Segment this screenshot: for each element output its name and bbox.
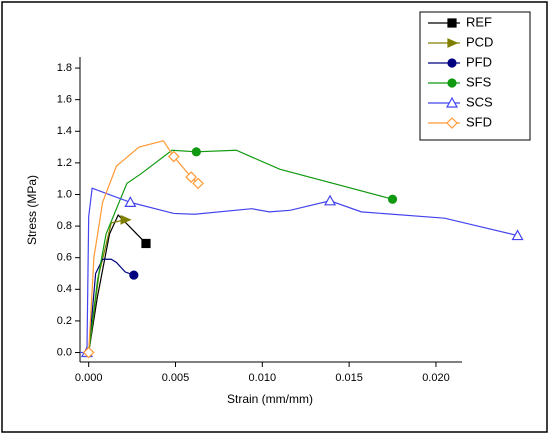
y-tick-label: 1.0 (57, 188, 72, 200)
data-point (129, 270, 139, 280)
series-line (88, 213, 147, 353)
legend-marker (447, 18, 457, 28)
x-axis-label: Strain (mm/mm) (227, 392, 313, 406)
y-tick-label: 0.2 (57, 315, 72, 327)
series-line (80, 187, 518, 354)
legend-label: SFS (466, 74, 492, 89)
data-point (167, 150, 180, 163)
y-tick-label: 0.8 (57, 220, 72, 232)
y-tick-label: 0.6 (57, 252, 72, 264)
legend-box (419, 11, 531, 141)
data-point (387, 194, 398, 204)
x-tick-label: 0.015 (335, 372, 363, 384)
data-point (141, 238, 151, 249)
data-point (511, 229, 524, 241)
legend-marker (447, 58, 457, 68)
series-line (88, 149, 393, 353)
data-point (324, 194, 337, 206)
data-point (82, 346, 95, 359)
legend-marker (445, 96, 459, 108)
x-tick-label: 0.020 (422, 372, 450, 384)
legend-label: PCD (466, 34, 493, 49)
legend-label: REF (466, 14, 492, 29)
x-tick-label: 0.005 (162, 372, 190, 384)
legend-marker (446, 117, 458, 129)
x-tick-label: 0.000 (75, 372, 103, 384)
data-point (124, 196, 137, 207)
series-line (88, 140, 199, 353)
data-point (192, 177, 204, 190)
legend-label: SFD (466, 114, 492, 129)
y-axis-label: Stress (MPa) (25, 175, 39, 245)
y-tick-label: 1.2 (57, 157, 72, 169)
y-tick-label: 0.0 (57, 346, 72, 358)
y-tick-label: 1.8 (57, 62, 72, 74)
legend-marker (447, 78, 457, 88)
y-tick-label: 1.6 (57, 94, 72, 106)
legend-label: SCS (466, 94, 493, 109)
data-point (185, 171, 197, 183)
series-line (88, 258, 135, 353)
legend-label: PFD (466, 54, 492, 69)
legend-marker (447, 38, 459, 48)
data-point (191, 147, 201, 157)
y-tick-label: 1.4 (57, 125, 72, 137)
y-tick-label: 0.4 (57, 283, 72, 295)
x-tick-label: 0.010 (249, 372, 277, 384)
data-point (120, 214, 132, 225)
